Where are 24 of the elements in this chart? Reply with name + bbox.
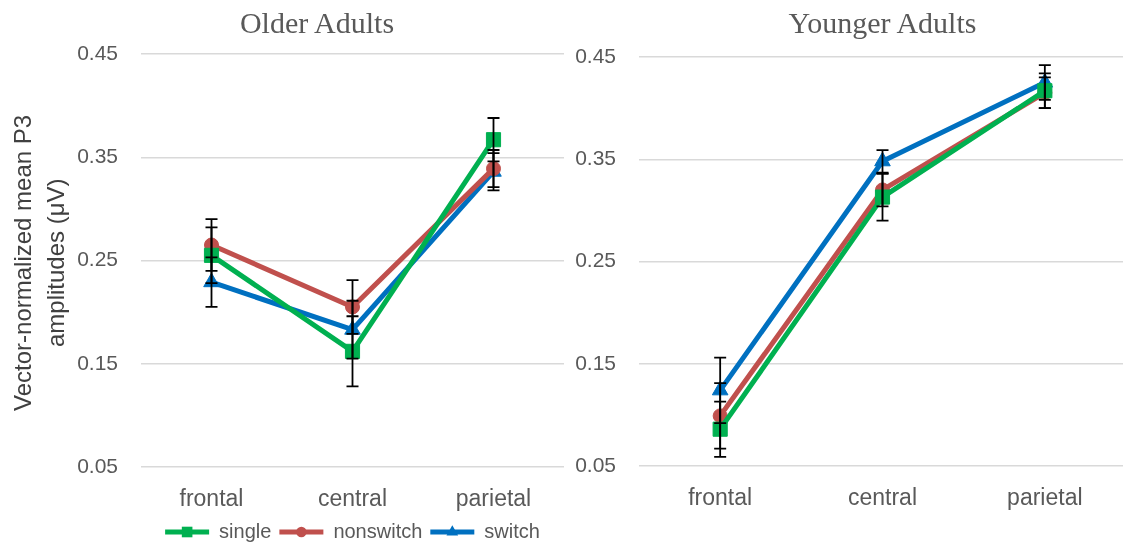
x-tick-label: frontal bbox=[688, 484, 753, 511]
x-tick-label: central bbox=[317, 485, 388, 512]
y-tick-label: 0.25 bbox=[77, 247, 118, 271]
y-tick-label: 0.35 bbox=[77, 144, 118, 168]
y-tick-label: 0.05 bbox=[77, 453, 118, 477]
y-tick-label: 0.25 bbox=[575, 248, 616, 272]
y-tick-label: 0.15 bbox=[77, 350, 118, 374]
y-tick-label: 0.45 bbox=[575, 43, 616, 67]
x-tick-label: frontal bbox=[179, 485, 244, 512]
point bbox=[485, 132, 502, 148]
chart-title: Older Adults bbox=[239, 5, 395, 39]
y-tick-label: 0.45 bbox=[77, 40, 118, 64]
y-tick-label: 0.15 bbox=[575, 350, 616, 374]
y-tick-label: 0.35 bbox=[575, 146, 616, 170]
legend-label: switch bbox=[484, 519, 540, 542]
x-tick-label: parietal bbox=[455, 485, 532, 512]
y-axis-title: Vector-normalized mean P3 amplitudes (μV) bbox=[8, 113, 70, 414]
legend-label: single bbox=[219, 519, 272, 542]
point bbox=[874, 189, 891, 205]
x-tick-label: parietal bbox=[1007, 484, 1083, 511]
y-tick-label: 0.05 bbox=[575, 452, 616, 476]
legend-label: nonswitch bbox=[333, 519, 423, 542]
x-tick-label: central bbox=[847, 484, 918, 511]
chart-title: Younger Adults bbox=[788, 5, 977, 39]
